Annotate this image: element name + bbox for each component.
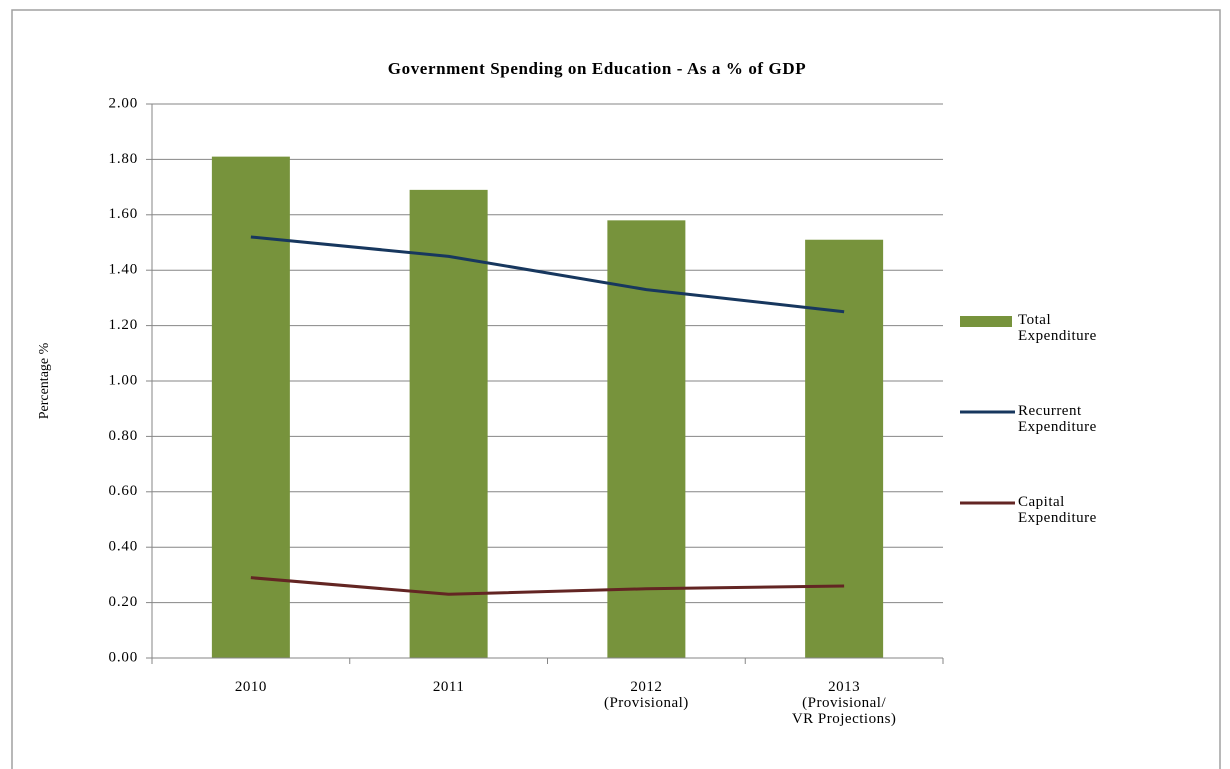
y-tick-label: 1.60 — [109, 206, 138, 222]
y-tick-label: 1.40 — [109, 262, 138, 278]
y-tick-label: 1.20 — [109, 317, 138, 333]
y-tick-label: 0.80 — [109, 428, 138, 444]
legend-swatch — [960, 316, 1012, 327]
x-tick-label: 2010 — [234, 679, 267, 695]
line — [250, 235, 845, 314]
bar — [211, 156, 290, 658]
y-tick-label: 0.40 — [109, 539, 138, 555]
line — [250, 576, 845, 596]
y-tick-label: 0.60 — [109, 483, 138, 499]
x-tick-label: 2011 — [432, 679, 465, 695]
y-axis-label: Percentage % — [37, 342, 52, 419]
legend-label: Recurrent Expenditure — [1018, 403, 1097, 435]
frame — [11, 9, 1221, 769]
legend-label: Total Expenditure — [1018, 312, 1097, 344]
legend-label: Capital Expenditure — [1018, 494, 1097, 526]
y-tick-label: 2.00 — [109, 95, 138, 111]
x-tick-label: 2013 (Provisional/ VR Projections) — [791, 679, 897, 727]
y-tick-label: 1.00 — [109, 372, 138, 388]
bar — [409, 189, 488, 658]
y-tick-label: 0.00 — [109, 649, 138, 665]
y-tick-label: 0.20 — [109, 594, 138, 610]
x-tick-label: 2012 (Provisional) — [603, 679, 689, 711]
bar — [805, 239, 884, 659]
chart-title: Government Spending on Education - As a … — [388, 59, 806, 78]
y-tick-label: 1.80 — [109, 151, 138, 167]
